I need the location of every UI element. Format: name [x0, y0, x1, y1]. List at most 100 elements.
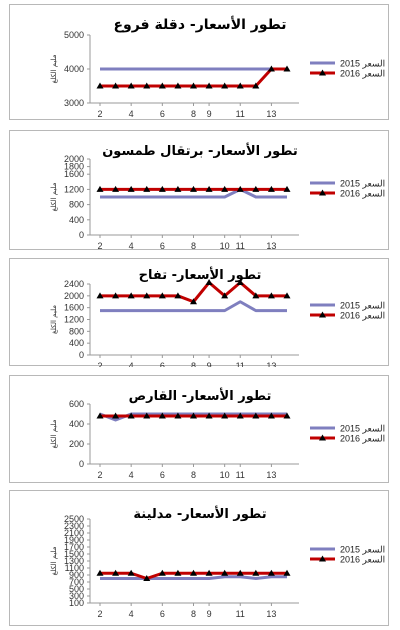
x-tick-label: 4	[129, 241, 134, 251]
data-point-marker	[252, 185, 260, 192]
chart-panel: تطور الأسعار- تفاح 0 400 800 1200 1600 2000 240…	[9, 258, 389, 367]
chart-panel: تطور الأسعار- دقلة فروع 3000 4000 5000 مليم …	[9, 4, 389, 120]
data-point-marker	[143, 82, 151, 89]
x-tick-label: 13	[266, 609, 276, 619]
x-tick-label: 4	[129, 609, 134, 619]
y-tick-label: 0	[79, 459, 84, 469]
x-tick-label: 10	[220, 241, 230, 251]
data-point-marker	[174, 185, 182, 192]
x-tick-label: 8	[191, 609, 196, 619]
data-point-marker	[158, 569, 166, 576]
chart-svg: تطور الأسعار- برتقال طمسون 0 400 800 1200 160…	[50, 142, 385, 251]
data-point-marker	[158, 185, 166, 192]
x-tick-label: 8	[191, 470, 196, 480]
x-tick-label: 11	[236, 109, 245, 119]
x-tick-label: 2	[97, 470, 102, 480]
y-tick-label: 500	[69, 584, 84, 594]
legend-marker	[319, 69, 326, 76]
x-tick-label: 10	[220, 470, 230, 480]
x-tick-label: 4	[129, 361, 134, 367]
data-point-marker	[236, 569, 244, 576]
y-tick-label: 3000	[64, 98, 84, 108]
data-point-marker	[221, 185, 229, 192]
data-point-marker	[127, 292, 135, 299]
data-point-marker	[252, 292, 260, 299]
data-point-marker	[112, 569, 120, 576]
chart-title: تطور الأسعار- مدلينة	[133, 505, 266, 522]
chart-svg: تطور الأسعار- تفاح0400800120016002000240…	[50, 266, 385, 367]
chart-panel: تطور الأسعار- مدلينة 100 300 500 700 900 1100 1…	[9, 490, 389, 626]
data-point-marker	[112, 292, 120, 299]
x-tick-label: 6	[160, 609, 165, 619]
data-point-marker	[143, 575, 151, 581]
y-tick-label: 1200	[64, 184, 84, 194]
y-tick-label: 0	[79, 230, 84, 240]
y-axis-title: مليم الكلغ	[50, 54, 58, 83]
data-point-marker	[205, 569, 213, 576]
data-point-marker	[112, 185, 120, 192]
x-tick-label: 13	[266, 361, 276, 367]
data-point-marker	[252, 412, 260, 419]
y-tick-label: 2400	[64, 279, 84, 289]
legend-label-1: السعر 2015	[340, 301, 385, 312]
x-tick-label: 6	[160, 361, 165, 367]
data-point-marker	[96, 569, 104, 576]
y-tick-label: 700	[69, 577, 84, 587]
data-point-marker	[283, 412, 291, 419]
data-point-marker	[127, 412, 135, 419]
y-tick-label: 5000	[64, 30, 84, 40]
y-axis-title: مليم الكلغ	[50, 419, 58, 448]
y-tick-label: 1100	[65, 563, 84, 573]
data-point-marker	[205, 82, 213, 89]
y-tick-label: 100	[69, 598, 84, 608]
x-tick-label: 6	[160, 470, 165, 480]
y-tick-label: 600	[69, 399, 84, 409]
chart-svg: تطور الأسعار- القارص 0 200 400 600 مليم الكلغ…	[50, 387, 385, 480]
data-point-marker	[236, 82, 244, 89]
data-point-marker	[283, 569, 291, 576]
data-point-marker	[252, 82, 260, 89]
data-point-marker	[236, 279, 244, 286]
chart-title: تطور الأسعار- برتقال طمسون	[102, 142, 298, 159]
x-tick-label: 2	[97, 609, 102, 619]
y-tick-label: 1500	[64, 549, 84, 559]
data-point-marker	[221, 292, 229, 299]
data-point-marker	[283, 292, 291, 299]
chart-svg: تطور الأسعار- دقلة فروع 3000 4000 5000 مليم …	[50, 16, 385, 119]
x-tick-label: 11	[236, 470, 245, 480]
y-tick-label: 300	[69, 591, 84, 601]
legend-marker	[319, 434, 326, 441]
data-point-marker	[174, 412, 182, 419]
y-tick-label: 1600	[64, 169, 84, 179]
data-point-marker	[174, 82, 182, 89]
x-tick-label: 13	[266, 109, 276, 119]
x-tick-label: 11	[236, 609, 245, 619]
data-point-marker	[174, 292, 182, 299]
data-point-marker	[283, 65, 291, 72]
data-point-marker	[127, 82, 135, 89]
y-tick-label: 1700	[64, 542, 84, 552]
x-tick-label: 2	[97, 109, 102, 119]
x-tick-label: 4	[129, 109, 134, 119]
y-tick-label: 1300	[64, 556, 84, 566]
y-tick-label: 1900	[64, 535, 84, 545]
chart-title: تطور الأسعار- تفاح	[139, 266, 262, 283]
data-point-marker	[96, 412, 104, 419]
chart-svg: تطور الأسعار- مدلينة10030050070090011001…	[50, 505, 385, 619]
y-tick-label: 2100	[64, 528, 84, 538]
legend-label-2: السعر 2016	[340, 311, 385, 322]
data-point-marker	[267, 185, 275, 192]
x-tick-label: 8	[191, 241, 196, 251]
data-point-marker	[96, 185, 104, 192]
data-point-marker	[158, 292, 166, 299]
y-tick-label: 4000	[64, 64, 84, 74]
chart-panel: تطور الأسعار- القارص 0 200 400 600 مليم الكلغ…	[9, 375, 389, 483]
x-tick-label: 9	[207, 109, 212, 119]
data-point-marker	[267, 292, 275, 299]
y-tick-label: 900	[69, 570, 84, 580]
chart-title: تطور الأسعار- القارص	[129, 387, 272, 404]
data-point-marker	[96, 292, 104, 299]
data-point-marker	[112, 82, 120, 89]
data-point-marker	[190, 185, 197, 192]
legend-marker	[319, 189, 326, 196]
